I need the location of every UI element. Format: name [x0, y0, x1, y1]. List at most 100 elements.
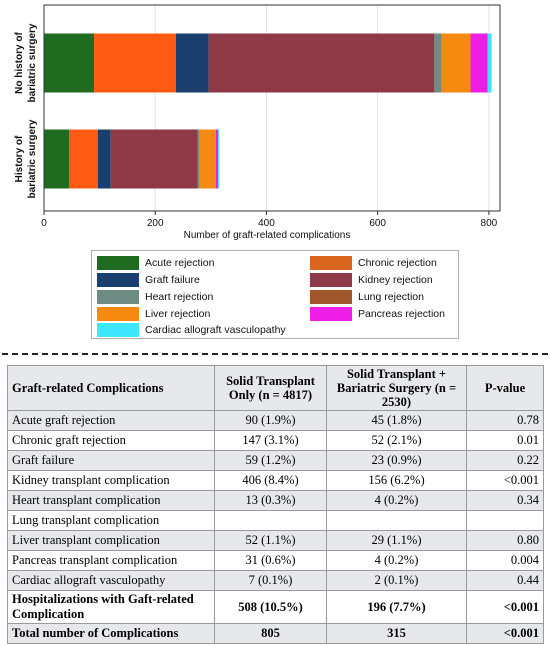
cell-solid-bariatric: 29 (1.1%): [326, 530, 467, 551]
table-row: Pancreas transplant complication 31 (0.6%…: [7, 550, 544, 571]
bar-segment-graft-failure: [175, 33, 209, 93]
cell-solid-bariatric: 45 (1.8%): [326, 410, 467, 431]
cell-solid-bariatric: 23 (0.9%): [326, 450, 467, 471]
legend-label: Chronic rejection: [358, 257, 437, 269]
cell-p-value: <0.001: [466, 590, 544, 624]
legend-swatch: [310, 307, 352, 321]
table-row-hospitalizations: Hospitalizations with Gaft-related Compl…: [7, 590, 544, 624]
header-complications: Graft-related Complications: [7, 365, 215, 411]
bar-segment-pancreas-rejection: [215, 129, 219, 189]
x-tick-label: 600: [369, 218, 386, 229]
cell-complication: Kidney transplant complication: [7, 470, 215, 491]
legend-label: Cardiac allograft vasculopathy: [145, 324, 286, 336]
bar-segment-chronic-rejection: [69, 129, 98, 189]
cell-p-value: 0.34: [466, 490, 544, 511]
cell-p-value: 0.78: [466, 410, 544, 431]
legend-swatch: [310, 290, 352, 304]
plot-frame: [43, 4, 501, 212]
header-solid-transplant-only: Solid Transplant Only (n = 4817): [214, 365, 327, 411]
table-row: Acute graft rejection 90 (1.9%) 45 (1.8%) 0…: [7, 410, 544, 431]
legend-swatch: [310, 273, 352, 287]
header-p-value: P-value: [466, 365, 544, 411]
bar-segment-pancreas-rejection: [470, 33, 488, 93]
cell-complication: Cardiac allograft vasculopathy: [7, 570, 215, 591]
cell-p-value: 0.80: [466, 530, 544, 551]
legend-label: Pancreas rejection: [358, 308, 445, 320]
bar-segment-liver-rejection: [441, 33, 471, 93]
x-tick-label: 0: [41, 218, 47, 229]
cell-solid-only: 59 (1.2%): [214, 450, 327, 471]
cell-solid-only: 147 (3.1%): [214, 430, 327, 451]
cell-solid-only: [214, 510, 327, 531]
table-row: Heart transplant complication 13 (0.3%) 4 …: [7, 490, 544, 511]
legend-label: Acute rejection: [145, 257, 215, 269]
cell-solid-bariatric: 52 (2.1%): [326, 430, 467, 451]
legend-label: Heart rejection: [145, 291, 214, 303]
bar-segment-liver-rejection: [199, 129, 216, 189]
cell-solid-only: 406 (8.4%): [214, 470, 327, 491]
cell-complication: Heart transplant complication: [7, 490, 215, 511]
cell-solid-bariatric: 4 (0.2%): [326, 550, 467, 571]
cell-solid-only: 31 (0.6%): [214, 550, 327, 571]
complications-table: Graft-related Complications Solid Transp…: [7, 365, 544, 644]
bar-segment-cardiac-allograft-vasculopathy: [218, 129, 220, 189]
cell-solid-bariatric: [326, 510, 467, 531]
bar-segment-heart-rejection: [434, 33, 442, 93]
chart-legend: Acute rejection Chronic rejection Graft …: [91, 250, 459, 339]
category-label: bariatric surgery: [27, 119, 38, 198]
x-axis-ticks: 0 200 400 600 800: [41, 211, 498, 229]
x-tick-label: 800: [481, 218, 498, 229]
legend-label: Liver rejection: [145, 308, 211, 320]
legend-label: Kidney rejection: [358, 274, 433, 286]
cell-p-value: 0.004: [466, 550, 544, 571]
cell-solid-only: 7 (0.1%): [214, 570, 327, 591]
bar-segment-heart-rejection: [197, 129, 200, 189]
cell-solid-only: 508 (10.5%): [214, 590, 327, 624]
cell-complication: Acute graft rejection: [7, 410, 215, 431]
bar-segment-acute-rejection: [44, 129, 70, 189]
cell-p-value: <0.001: [466, 623, 544, 644]
cell-solid-only: 90 (1.9%): [214, 410, 327, 431]
x-axis-title: Number of graft-related complications: [184, 230, 351, 241]
table-row: Liver transplant complication 52 (1.1%) 29…: [7, 530, 544, 551]
table-header-row: Graft-related Complications Solid Transp…: [7, 365, 544, 411]
cell-complication: Chronic graft rejection: [7, 430, 215, 451]
legend-swatch: [97, 323, 139, 337]
cell-complication: Graft failure: [7, 450, 215, 471]
category-label: bariatric surgery: [27, 23, 38, 102]
bar-segment-kidney-rejection: [110, 129, 198, 189]
cell-complication: Pancreas transplant complication: [7, 550, 215, 571]
x-tick-label: 400: [258, 218, 275, 229]
cell-solid-bariatric: 2 (0.1%): [326, 570, 467, 591]
header-solid-transplant-bariatric: Solid Transplant + Bariatric Surgery (n …: [326, 365, 467, 411]
legend-swatch: [97, 290, 139, 304]
bar-segment-cardiac-allograft-vasculopathy: [487, 33, 492, 93]
legend-swatch: [97, 273, 139, 287]
table-row: Cardiac allograft vasculopathy 7 (0.1%) 2 …: [7, 570, 544, 591]
legend-label: Graft failure: [145, 274, 200, 286]
cell-solid-bariatric: 315: [326, 623, 467, 644]
table-row: Lung transplant complication: [7, 510, 544, 531]
cell-p-value: 0.44: [466, 570, 544, 591]
cell-solid-only: 52 (1.1%): [214, 530, 327, 551]
dashed-divider: [2, 353, 548, 355]
cell-solid-only: 805: [214, 623, 327, 644]
cell-solid-bariatric: 4 (0.2%): [326, 490, 467, 511]
cell-p-value: 0.01: [466, 430, 544, 451]
bar-segment-acute-rejection: [44, 33, 95, 93]
legend-swatch: [97, 307, 139, 321]
cell-complication: Liver transplant complication: [7, 530, 215, 551]
category-label: History of: [14, 135, 25, 182]
cell-solid-bariatric: 196 (7.7%): [326, 590, 467, 624]
table-row: Kidney transplant complication 406 (8.4%)…: [7, 470, 544, 491]
table-row: Graft failure 59 (1.2%) 23 (0.9%) 0.22: [7, 450, 544, 471]
bar-segment-graft-failure: [97, 129, 111, 189]
legend-swatch: [97, 256, 139, 270]
bars: [44, 33, 492, 189]
bar-segment-kidney-rejection: [208, 33, 435, 93]
legend-swatch: [310, 256, 352, 270]
x-tick-label: 200: [147, 218, 164, 229]
cell-p-value: <0.001: [466, 470, 544, 491]
table-row: Chronic graft rejection 147 (3.1%) 52 (2.1…: [7, 430, 544, 451]
